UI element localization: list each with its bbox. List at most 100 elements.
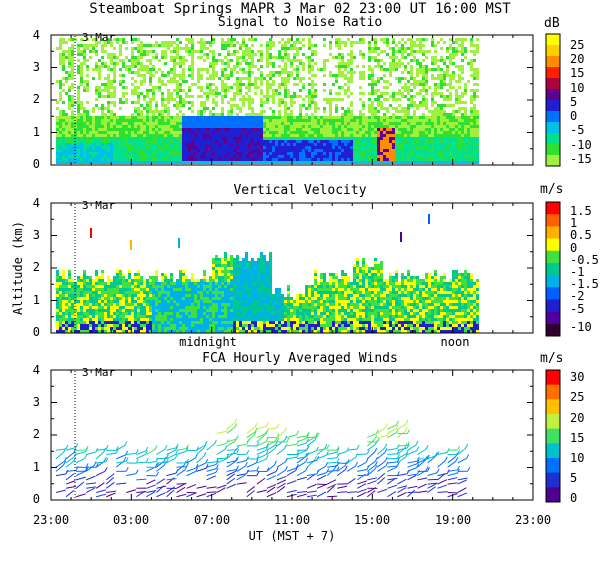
snr-cell (236, 41, 239, 44)
vv-cell (83, 327, 86, 330)
snr-cell (146, 53, 149, 56)
snr-cell (365, 131, 368, 134)
vv-cell (65, 282, 68, 285)
snr-cell (308, 137, 311, 140)
snr-cell (221, 161, 224, 164)
snr-cell (170, 98, 173, 101)
snr-cell (335, 92, 338, 95)
snr-cell (68, 98, 71, 101)
snr-cell (260, 110, 263, 113)
snr-cell (110, 95, 113, 98)
snr-cell (203, 161, 206, 164)
snr-cell (464, 38, 467, 41)
snr-cell (197, 152, 200, 155)
vv-cell (116, 327, 119, 330)
snr-cell (368, 146, 371, 149)
snr-cell (110, 116, 113, 119)
snr-cell (104, 113, 107, 116)
snr-cell (188, 155, 191, 158)
snr-cell (464, 113, 467, 116)
snr-cell (416, 107, 419, 110)
snr-cell (122, 101, 125, 104)
snr-cell (437, 149, 440, 152)
snr-cell (269, 116, 272, 119)
snr-cell (383, 92, 386, 95)
snr-cell (218, 158, 221, 161)
snr-cell (443, 152, 446, 155)
snr-cell (182, 122, 185, 125)
vv-cell (131, 297, 134, 300)
snr-cell (236, 113, 239, 116)
snr-cell (209, 119, 212, 122)
snr-cell (299, 47, 302, 50)
snr-cell (164, 53, 167, 56)
snr-cell (104, 161, 107, 164)
snr-cell (155, 110, 158, 113)
snr-cell (125, 131, 128, 134)
snr-cell (341, 158, 344, 161)
snr-cell (365, 134, 368, 137)
snr-cell (257, 146, 260, 149)
vv-cell (107, 285, 110, 288)
snr-cell (95, 161, 98, 164)
snr-cell (251, 56, 254, 59)
snr-cell (314, 152, 317, 155)
snr-cell (290, 128, 293, 131)
vv-cell (131, 282, 134, 285)
snr-cell (131, 71, 134, 74)
vv-cell (59, 321, 62, 324)
snr-cell (176, 107, 179, 110)
snr-cell (92, 125, 95, 128)
snr-cell (110, 152, 113, 155)
snr-cell (155, 122, 158, 125)
snr-cell (347, 80, 350, 83)
snr-cell (308, 116, 311, 119)
snr-cell (257, 143, 260, 146)
snr-cell (476, 146, 479, 149)
snr-cell (458, 128, 461, 131)
snr-cell (311, 113, 314, 116)
snr-cell (191, 131, 194, 134)
vv-cell (56, 318, 59, 321)
snr-cell (191, 65, 194, 68)
snr-cell (407, 119, 410, 122)
snr-cell (149, 68, 152, 71)
snr-cell (419, 119, 422, 122)
snr-cell (308, 44, 311, 47)
snr-cell (248, 134, 251, 137)
snr-cell (314, 158, 317, 161)
snr-cell (272, 143, 275, 146)
snr-cell (413, 113, 416, 116)
vv-cell (116, 279, 119, 282)
snr-cell (212, 131, 215, 134)
snr-cell (167, 101, 170, 104)
snr-cell (254, 86, 257, 89)
snr-cell (224, 131, 227, 134)
snr-cell (119, 143, 122, 146)
snr-cell (242, 119, 245, 122)
vv-cell (182, 282, 185, 285)
vv-cell (149, 312, 152, 315)
snr-cell (56, 146, 59, 149)
vv-cell (107, 294, 110, 297)
vv-cell (143, 309, 146, 312)
snr-cell (263, 158, 266, 161)
snr-cell (101, 149, 104, 152)
snr-cell (248, 83, 251, 86)
snr-cell (305, 56, 308, 59)
snr-cell (350, 143, 353, 146)
snr-cell (317, 116, 320, 119)
snr-cell (449, 77, 452, 80)
snr-cell (62, 38, 65, 41)
snr-cell (170, 41, 173, 44)
vv-cell (125, 282, 128, 285)
vv-cell (188, 327, 191, 330)
snr-cell (443, 95, 446, 98)
snr-cell (467, 80, 470, 83)
snr-cell (473, 44, 476, 47)
vv-cell (182, 321, 185, 324)
snr-cell (452, 143, 455, 146)
snr-cell (215, 122, 218, 125)
snr-cell (380, 116, 383, 119)
snr-cell (245, 119, 248, 122)
